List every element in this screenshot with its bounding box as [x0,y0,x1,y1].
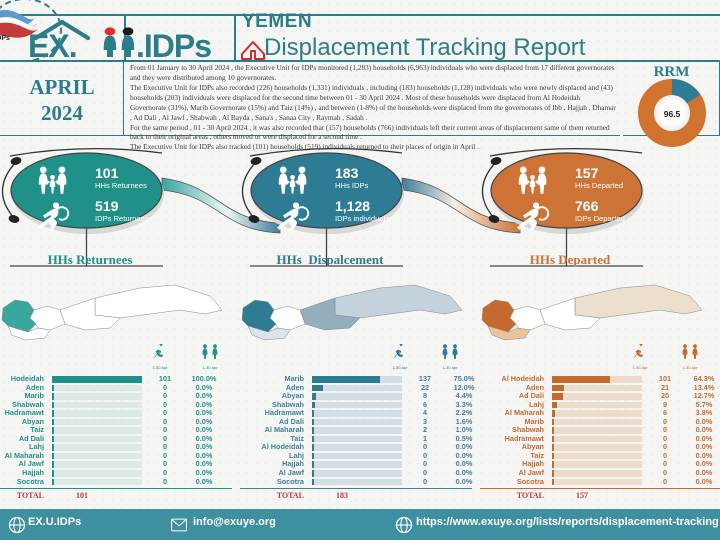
svg-text:.IOPs: .IOPs [0,35,10,42]
svg-text:EX.: EX. [28,28,77,62]
svg-text:.IDPs: .IDPs [136,28,211,62]
svg-text:96.5: 96.5 [664,109,681,119]
